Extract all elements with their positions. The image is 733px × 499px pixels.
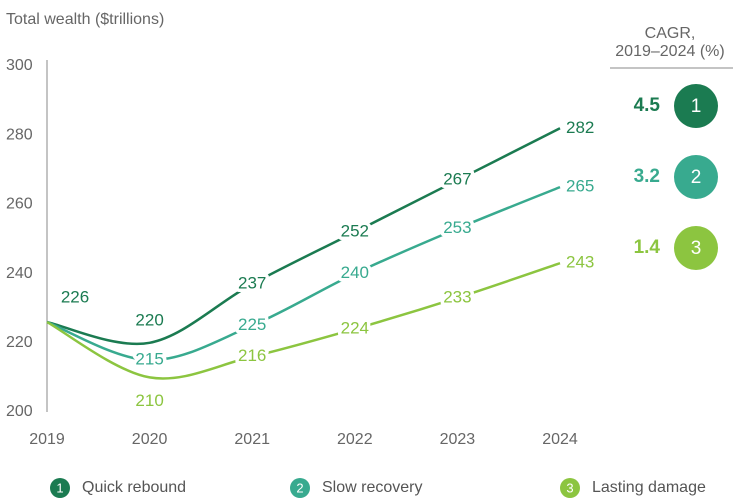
value-label: 265 [566,177,594,196]
value-label: 237 [238,273,266,292]
badge-number: 3 [691,238,702,259]
x-tick-label: 2019 [29,431,65,448]
cagr-badge [674,155,718,199]
x-tick-label: 2020 [132,431,168,448]
cagr-badge [674,84,718,128]
value-label: 243 [566,253,594,272]
value-label: 282 [566,118,594,137]
line [46,262,561,380]
cagr-value: 1.4 [634,237,661,258]
y-tick-label: 220 [6,334,33,351]
y-axis-label: Total wealth ($trillions) [6,11,164,28]
legend-number: 3 [566,480,573,495]
value-label: 225 [238,315,266,334]
value-label: 233 [443,287,471,306]
legend-label: Slow recovery [322,479,422,496]
x-tick-label: 2022 [337,431,373,448]
legend-label: Lasting damage [592,479,706,496]
x-tick-label: 2023 [440,431,476,448]
cagr-header: CAGR, [645,25,696,42]
badge-number: 1 [691,96,702,117]
x-tick-label: 2024 [542,431,578,448]
line [46,185,561,362]
value-label: 210 [135,391,163,410]
y-tick-label: 280 [6,126,33,143]
value-label: 267 [443,170,471,189]
value-label: 226 [61,288,89,307]
y-tick-label: 300 [6,57,33,74]
badge-number: 2 [691,167,702,188]
y-tick-label: 260 [6,196,33,213]
cagr-value: 4.5 [634,95,661,116]
legend-swatch [290,478,310,498]
value-label: 220 [135,310,163,329]
value-label: 253 [443,218,471,237]
legend-label: Quick rebound [82,479,186,496]
legend-number: 1 [56,480,63,495]
line [46,127,561,346]
cagr-header: 2019–2024 (%) [615,43,724,60]
cagr-badge [674,226,718,270]
value-label: 224 [341,318,369,337]
legend-swatch [50,478,70,498]
cagr-value: 3.2 [634,166,660,187]
legend-number: 2 [296,480,303,495]
legend-swatch [560,478,580,498]
value-label: 216 [238,346,266,365]
value-label: 252 [341,222,369,241]
y-tick-label: 240 [6,265,33,282]
value-label: 215 [135,350,163,369]
x-tick-label: 2021 [234,431,270,448]
y-tick-label: 200 [6,403,33,420]
value-label: 240 [341,263,369,282]
